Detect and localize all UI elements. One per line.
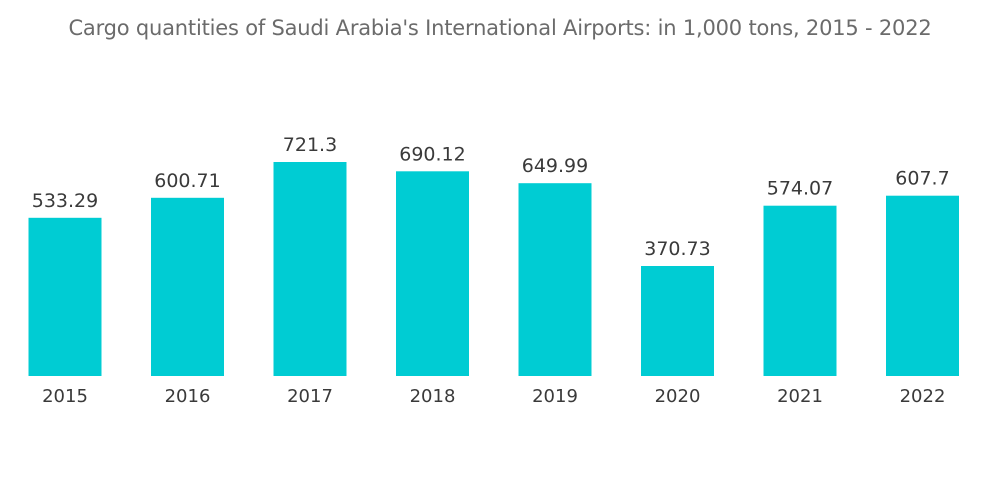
x-tick-label-2019: 2019 — [532, 386, 578, 407]
data-label-2016: 600.71 — [154, 170, 220, 192]
x-tick-label-2016: 2016 — [165, 386, 211, 407]
data-label-2018: 690.12 — [399, 143, 465, 165]
x-tick-label-2017: 2017 — [287, 386, 333, 407]
x-tick-label-2018: 2018 — [410, 386, 456, 407]
bars-group — [28, 162, 959, 376]
data-label-2022: 607.7 — [895, 168, 949, 190]
x-tick-label-2021: 2021 — [777, 386, 823, 407]
chart-title: Cargo quantities of Saudi Arabia's Inter… — [68, 16, 932, 40]
x-tick-label-2020: 2020 — [655, 386, 701, 407]
bar-2019 — [518, 183, 592, 376]
data-label-2021: 574.07 — [767, 178, 833, 200]
bar-2016 — [151, 197, 224, 376]
bar-2020 — [641, 266, 714, 376]
x-axis-tick-labels: 2015 2016 2017 2018 2019 2020 2021 2022 — [42, 386, 945, 407]
bar-2017 — [273, 162, 347, 376]
data-label-2020: 370.73 — [644, 238, 710, 260]
value-labels-group: 533.29 600.71 721.3 690.12 649.99 370.73 574.0… — [32, 134, 950, 260]
bar-2015 — [28, 217, 102, 376]
x-tick-label-2015: 2015 — [42, 386, 88, 407]
bar-2022 — [886, 195, 959, 376]
bar-2018 — [396, 171, 469, 376]
x-tick-label-2022: 2022 — [900, 386, 946, 407]
data-label-2015: 533.29 — [32, 190, 98, 212]
bar-2021 — [763, 205, 837, 376]
data-label-2019: 649.99 — [522, 155, 588, 177]
data-label-2017: 721.3 — [283, 134, 337, 156]
